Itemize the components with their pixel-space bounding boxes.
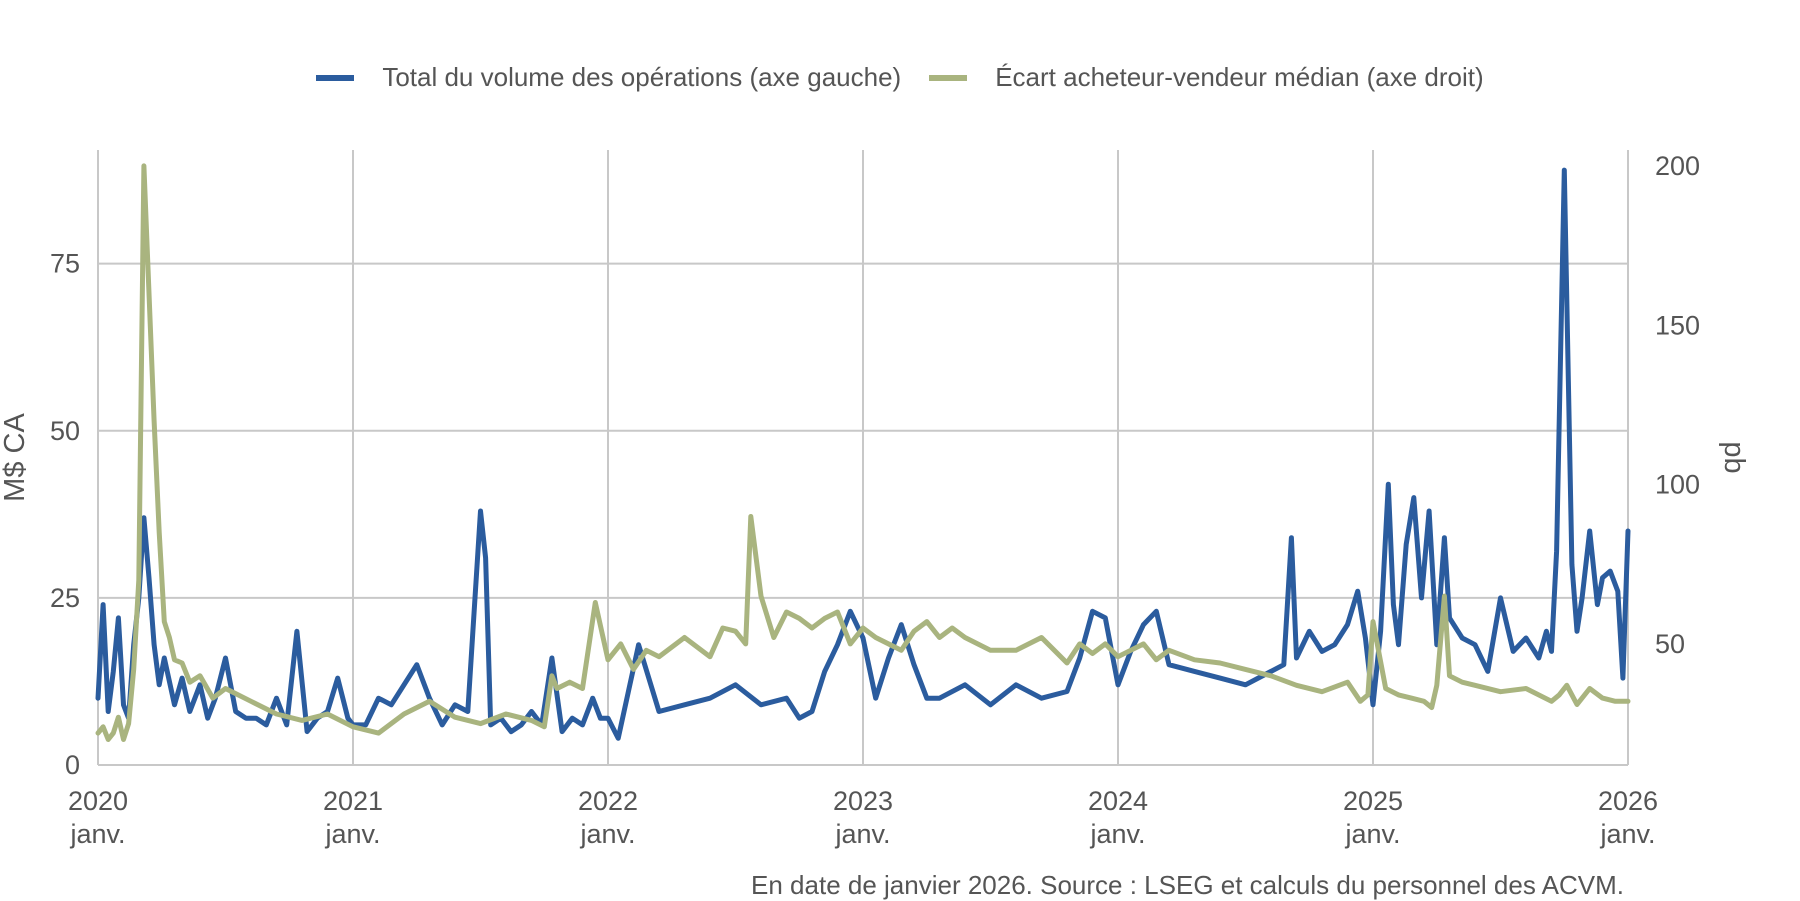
y-right-tick-200: 200 (1655, 151, 1700, 181)
y-left-tick-50: 50 (50, 416, 80, 446)
legend-label-spread: Écart acheteur-vendeur médian (axe droit… (995, 62, 1484, 92)
x-tick-year-2026: 2026 (1598, 786, 1658, 816)
x-tick-month-2020: janv. (69, 819, 125, 849)
legend-item-spread: Écart acheteur-vendeur médian (axe droit… (929, 62, 1484, 93)
x-tick-month-2023: janv. (834, 819, 890, 849)
legend-swatch-volume (316, 74, 355, 81)
y-right-tick-100: 100 (1655, 470, 1700, 500)
x-tick-year-2025: 2025 (1343, 786, 1403, 816)
legend-label-volume: Total du volume des opérations (axe gauc… (382, 62, 902, 92)
x-tick-month-2024: janv. (1089, 819, 1145, 849)
series-line-spread (95, 163, 1631, 742)
y-right-tick-150: 150 (1655, 310, 1700, 340)
series-line-volume (95, 167, 1631, 741)
x-tick-month-2025: janv. (1344, 819, 1400, 849)
y-left-tick-0: 0 (65, 750, 80, 780)
y-right-tick-50: 50 (1655, 629, 1685, 659)
x-tick-year-2022: 2022 (578, 786, 638, 816)
y-left-tick-25: 25 (50, 583, 80, 613)
source-note: En date de janvier 2026. Source : LSEG e… (751, 870, 1624, 900)
x-tick-year-2020: 2020 (68, 786, 128, 816)
y-left-tick-75: 75 (50, 249, 80, 279)
legend-swatch-spread (929, 74, 968, 81)
legend: Total du volume des opérations (axe gauc… (0, 62, 1800, 93)
y-right-axis-label: pb (1718, 441, 1750, 473)
x-tick-year-2021: 2021 (323, 786, 383, 816)
x-tick-month-2022: janv. (579, 819, 635, 849)
x-tick-year-2024: 2024 (1088, 786, 1148, 816)
x-tick-month-2026: janv. (1599, 819, 1655, 849)
x-tick-month-2021: janv. (324, 819, 380, 849)
legend-item-volume: Total du volume des opérations (axe gauc… (316, 62, 901, 93)
x-tick-year-2023: 2023 (833, 786, 893, 816)
y-left-axis-label: M$ CA (0, 413, 31, 502)
